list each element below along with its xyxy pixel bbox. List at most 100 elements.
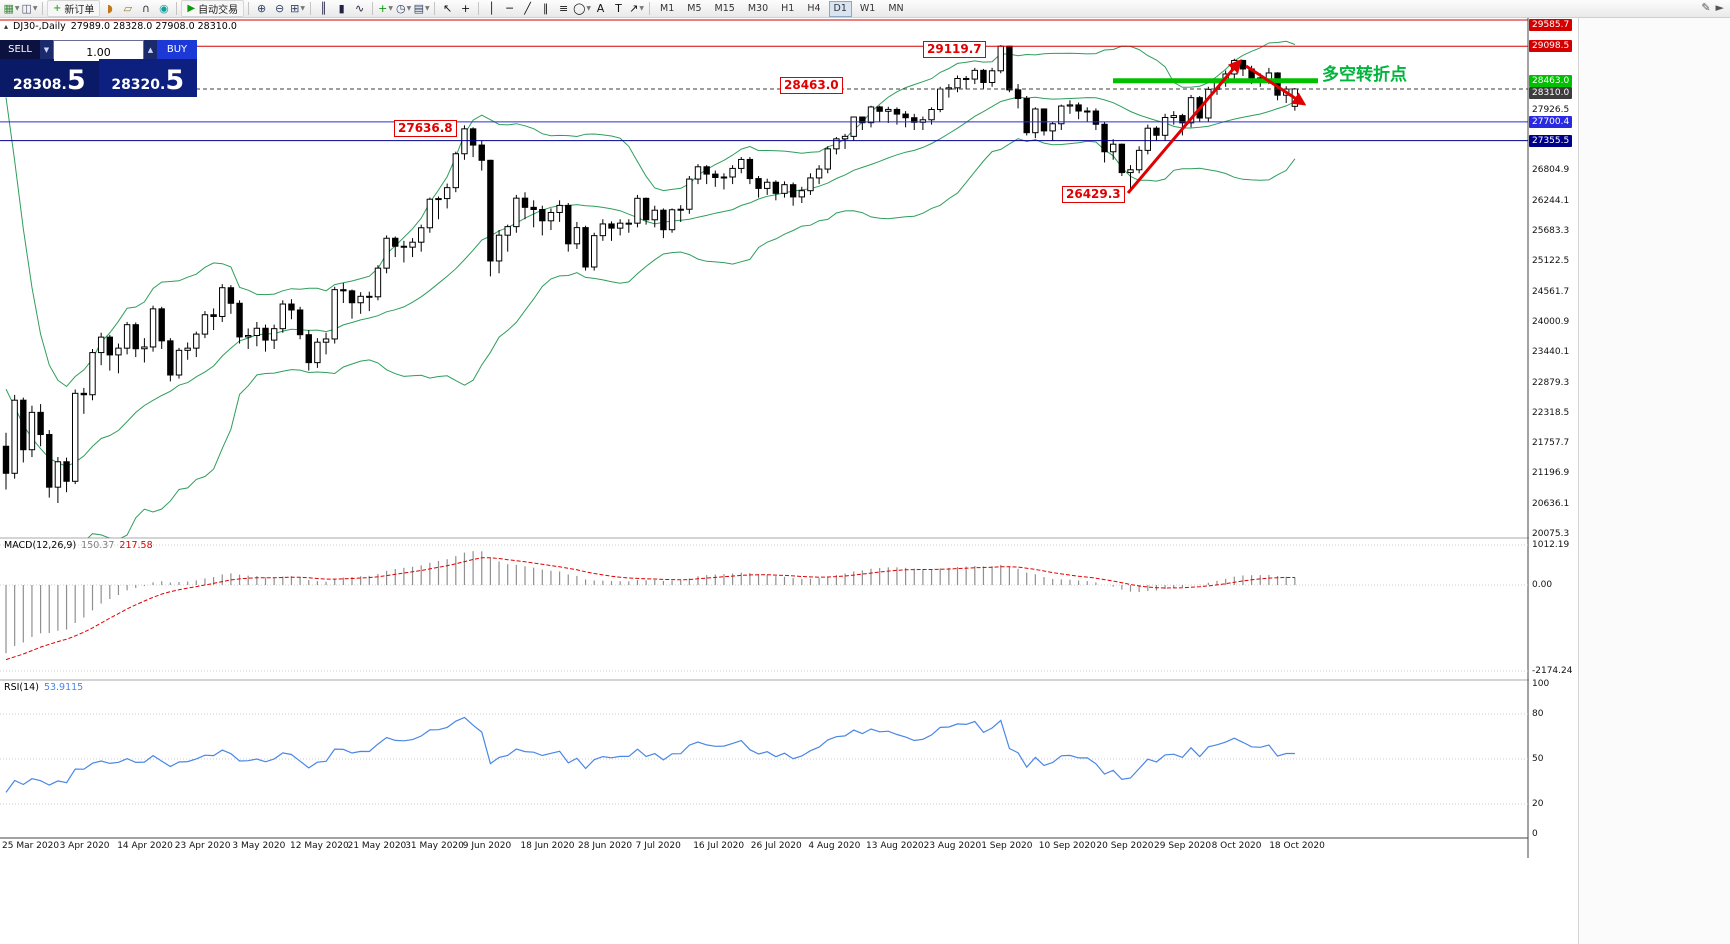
cursor-icon: ↖ xyxy=(442,2,453,15)
vertical-line-icon: │ xyxy=(488,2,495,15)
volume-decrease-button[interactable]: ▼ xyxy=(40,40,53,59)
toolbar: ▦ ▼ ◫ ▼ + 新订单 ◗ ▱ ∩ ◉ ▶ 自动交易 ⊕ ⊖ ⊞ ▼ ║ ▮ ∿ + ▼ ◷ ▼ ▤ ▼ ↖ + │ ─ ╱ ∥ ≡ ◯ ▼ A… xyxy=(0,0,1730,18)
toolbar-right-icons: ✎ ► xyxy=(1701,1,1724,14)
rsi-name: RSI(14) xyxy=(4,682,39,693)
rsi-pane[interactable] xyxy=(0,713,1528,805)
indicators-icon: + xyxy=(378,2,388,15)
wallet-icon: ▱ xyxy=(123,2,133,15)
bollinger-middle-band xyxy=(5,96,1296,467)
trend-arrow-2[interactable] xyxy=(1245,64,1307,106)
fibonacci-icon: ≡ xyxy=(558,2,569,15)
news-horn-icon: ◗ xyxy=(106,2,113,15)
arrow-objects-icon-dropdown[interactable]: ▼ xyxy=(639,5,644,12)
text-icon: A xyxy=(596,2,605,15)
arrow-objects-icon: ↗ xyxy=(629,2,639,15)
profiles-icon-dropdown[interactable]: ▼ xyxy=(32,5,38,12)
timeframe-button-m30[interactable]: M30 xyxy=(747,2,769,14)
new-order-button[interactable]: + 新订单 xyxy=(47,0,101,17)
candlestick-chart-icon[interactable]: ▮ xyxy=(333,1,350,16)
text-label-icon[interactable]: T xyxy=(610,1,627,16)
sell-price[interactable]: 28308. 5 xyxy=(0,59,99,97)
sell-price-main: 28308. xyxy=(12,77,67,93)
bollinger-upper-band xyxy=(5,40,1296,388)
rsi-pane-label: RSI(14) 53.9115 xyxy=(4,682,83,693)
tile-windows-icon-dropdown[interactable]: ▼ xyxy=(300,5,306,12)
timeframe-button-h1[interactable]: H1 xyxy=(781,2,795,14)
crosshair-icon[interactable]: + xyxy=(457,1,474,16)
trendline-icon: ╱ xyxy=(524,2,531,15)
tile-windows-icon: ⊞ xyxy=(290,2,300,15)
timeframe-button-h4[interactable]: H4 xyxy=(807,2,821,14)
timeframe-button-w1[interactable]: W1 xyxy=(859,2,876,14)
channel-icon[interactable]: ∥ xyxy=(537,1,554,16)
tile-windows-icon[interactable]: ⊞ ▼ xyxy=(289,1,306,16)
timeframe-button-mn[interactable]: MN xyxy=(888,2,904,14)
bar-chart-icon: ║ xyxy=(320,2,327,15)
auto-trading-button-label: 自动交易 xyxy=(198,5,239,16)
price-chart[interactable] xyxy=(0,0,1578,858)
horizontal-line-icon[interactable]: ─ xyxy=(501,1,518,16)
profiles-icon[interactable]: ◫ ▼ xyxy=(21,1,38,16)
new-order-button: + xyxy=(53,3,62,14)
trendline-icon[interactable]: ╱ xyxy=(519,1,536,16)
auto-trading-button: ▶ xyxy=(187,3,196,14)
timeframe-button-m15[interactable]: M15 xyxy=(714,2,735,14)
text-icon[interactable]: A xyxy=(592,1,609,16)
profiles-icon: ◫ xyxy=(21,2,32,15)
news-horn-icon[interactable]: ◗ xyxy=(101,1,118,16)
wallet-icon[interactable]: ▱ xyxy=(119,1,136,16)
toolbar-separator xyxy=(649,2,651,15)
zoom-out-icon: ⊖ xyxy=(274,2,285,15)
price-axis-column[interactable] xyxy=(1529,18,1578,858)
pointer-icon[interactable]: ► xyxy=(1715,1,1724,14)
volume-increase-button[interactable]: ▲ xyxy=(144,40,157,59)
arrow-objects-icon[interactable]: ↗ ▼ xyxy=(628,1,645,16)
shapes-icon[interactable]: ◯ ▼ xyxy=(573,1,591,16)
periods-icon: ◷ xyxy=(395,2,406,15)
line-chart-icon[interactable]: ∿ xyxy=(351,1,368,16)
new-chart-icon-dropdown[interactable]: ▼ xyxy=(14,5,20,12)
auto-trading-button[interactable]: ▶ 自动交易 xyxy=(181,0,245,17)
periods-icon[interactable]: ◷ ▼ xyxy=(395,1,412,16)
zoom-in-icon: ⊕ xyxy=(256,2,267,15)
fibonacci-icon[interactable]: ≡ xyxy=(555,1,572,16)
support-headset-icon[interactable]: ∩ xyxy=(137,1,154,16)
chart-title: ▴ DJ30-,Daily 27989.0 28328.0 27908.0 28… xyxy=(4,21,237,32)
chart-symbol-period: DJ30-,Daily xyxy=(13,21,66,32)
toolbar-separator xyxy=(176,2,178,15)
timeframe-button-d1[interactable]: D1 xyxy=(828,0,852,17)
chart-symbol-icon: ▴ xyxy=(4,22,9,31)
toolbar-separator xyxy=(434,2,436,15)
buy-price[interactable]: 28320. 5 xyxy=(98,59,197,97)
macd-pane[interactable] xyxy=(0,544,1528,672)
cursor-icon[interactable]: ↖ xyxy=(439,1,456,16)
sell-button[interactable]: SELL xyxy=(0,40,40,59)
toolbar-separator xyxy=(310,2,312,15)
macd-signal-line xyxy=(5,557,1295,661)
trend-arrow-1[interactable] xyxy=(1126,58,1242,194)
shapes-icon-dropdown[interactable]: ▼ xyxy=(586,5,592,12)
periods-icon-dropdown[interactable]: ▼ xyxy=(406,5,412,12)
indicators-icon[interactable]: + ▼ xyxy=(377,1,394,16)
line-chart-icon: ∿ xyxy=(354,2,365,15)
bar-chart-icon[interactable]: ║ xyxy=(315,1,332,16)
draw-pencil-icon[interactable]: ✎ xyxy=(1701,1,1711,14)
buy-button[interactable]: BUY xyxy=(157,40,197,59)
templates-icon[interactable]: ▤ ▼ xyxy=(413,1,430,16)
new-chart-icon[interactable]: ▦ ▼ xyxy=(3,1,20,16)
indicators-icon-dropdown[interactable]: ▼ xyxy=(388,5,394,12)
toolbar-separator xyxy=(478,2,480,15)
templates-icon: ▤ xyxy=(413,2,424,15)
zoom-out-icon[interactable]: ⊖ xyxy=(271,1,288,16)
volume-input[interactable] xyxy=(54,44,143,61)
templates-icon-dropdown[interactable]: ▼ xyxy=(424,5,430,12)
timeframe-button-m1[interactable]: M1 xyxy=(660,2,675,14)
chart-ohlc-values: 27989.0 28328.0 27908.0 28310.0 xyxy=(70,21,237,32)
community-icon[interactable]: ◉ xyxy=(155,1,172,16)
vertical-line-icon[interactable]: │ xyxy=(483,1,500,16)
zoom-in-icon[interactable]: ⊕ xyxy=(253,1,270,16)
toolbar-separator xyxy=(372,2,374,15)
support-headset-icon: ∩ xyxy=(141,2,150,15)
timeframe-button-m5[interactable]: M5 xyxy=(687,2,702,14)
text-label-icon: T xyxy=(615,2,622,15)
